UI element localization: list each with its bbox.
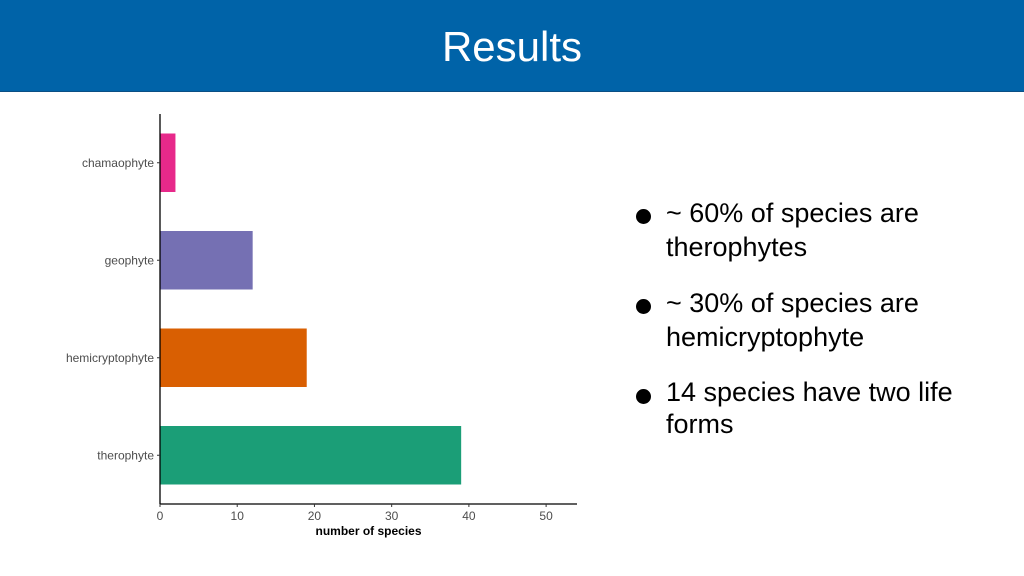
x-tick-label: 50 xyxy=(539,509,553,523)
bullet-dot-icon xyxy=(636,299,651,314)
y-tick-label: chamaophyte xyxy=(82,156,154,170)
bar-hemicryptophyte xyxy=(160,328,307,387)
y-axis-ticks: chamaophyte geophyte hemicryptophyte therop… xyxy=(66,156,160,462)
bullet-dot-icon xyxy=(636,389,651,404)
bullet-text: 14 species have two life forms xyxy=(666,377,953,439)
bar-therophyte xyxy=(160,426,462,485)
x-axis-title: number of species xyxy=(315,524,421,538)
bullet-text: ~ 30% of species are hemicryptophyte xyxy=(666,288,919,352)
slide-header: Results xyxy=(0,0,1024,92)
bullet-text: ~ 60% of species are therophytes xyxy=(666,198,919,262)
x-tick-label: 0 xyxy=(157,509,164,523)
bullet-item: ~ 30% of species are hemicryptophyte xyxy=(634,286,994,354)
bullet-list: ~ 60% of species are therophytes ~ 30% o… xyxy=(634,196,994,462)
bar-chart: chamaophyte geophyte hemicryptophyte therop… xyxy=(66,114,577,538)
x-tick-label: 20 xyxy=(308,509,322,523)
chart-bars xyxy=(160,133,462,485)
bullet-dot-icon xyxy=(636,209,651,224)
x-tick-label: 40 xyxy=(462,509,476,523)
bullet-item: 14 species have two life forms xyxy=(634,376,994,440)
x-axis-ticks: 0 10 20 30 40 50 xyxy=(157,504,553,523)
x-tick-label: 10 xyxy=(231,509,245,523)
bar-chamaophyte xyxy=(160,133,176,192)
bullet-item: ~ 60% of species are therophytes xyxy=(634,196,994,264)
y-tick-label: therophyte xyxy=(97,448,154,462)
x-tick-label: 30 xyxy=(385,509,399,523)
y-tick-label: geophyte xyxy=(105,253,155,267)
bar-geophyte xyxy=(160,231,253,290)
slide-title: Results xyxy=(441,23,583,70)
y-tick-label: hemicryptophyte xyxy=(66,351,154,365)
